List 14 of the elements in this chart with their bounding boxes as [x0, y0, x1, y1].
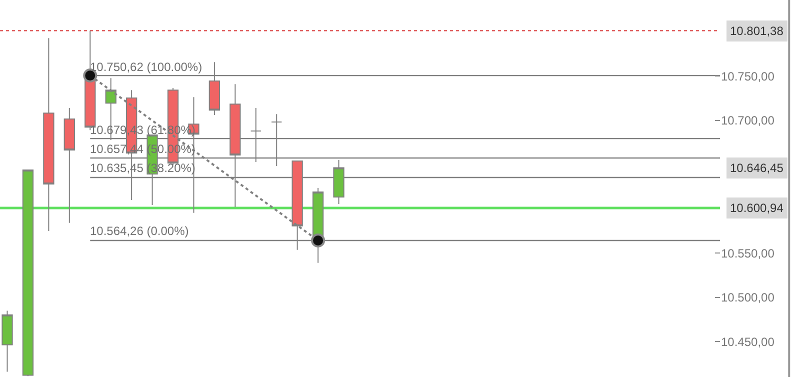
- candlestick: [43, 38, 54, 232]
- y-tick-label: 10.500,00: [721, 290, 775, 305]
- candlestick: [2, 310, 13, 372]
- y-tick-label: 10.700,00: [721, 114, 775, 128]
- y-tick-label: 10.750,00: [721, 69, 775, 84]
- y-tick-label: 10.550,00: [721, 246, 775, 260]
- ref-line-label: 10.564,26 (0.00%): [90, 224, 189, 238]
- candlestick: [22, 169, 34, 377]
- ref-line-label: 10.600,94: [730, 201, 784, 215]
- candlestick: [64, 108, 75, 224]
- ref-line-label: 10.750,62 (100.00%): [90, 60, 202, 74]
- y-tick-label: 10.450,00: [721, 334, 775, 349]
- ref-line-label: 10.801,38: [730, 24, 784, 38]
- text: 10.646,45: [730, 161, 784, 175]
